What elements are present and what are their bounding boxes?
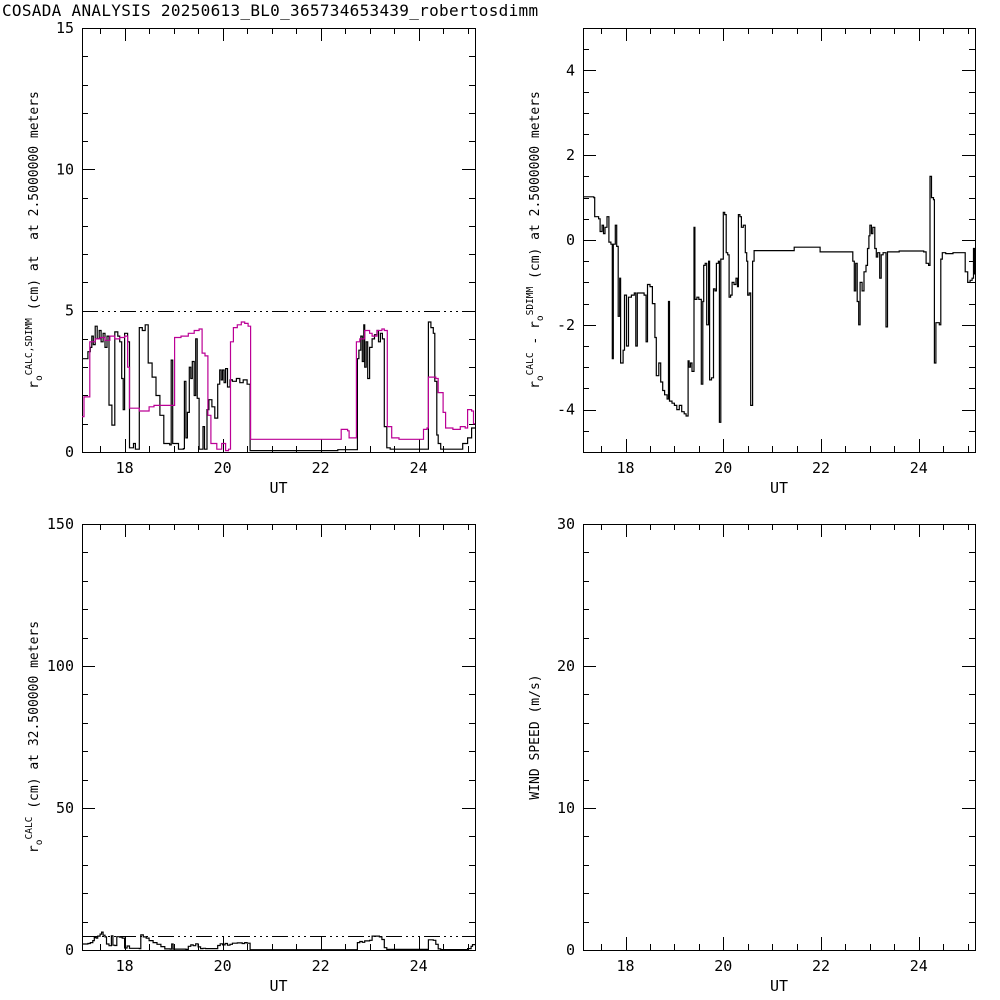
- svg-text:20: 20: [714, 957, 732, 975]
- svg-text:22: 22: [812, 459, 830, 477]
- chart-canvas-r0-32.5m: 18 20 22 24 0 50 100 150 UT roCALC (cm) at 32.500…: [24, 515, 476, 995]
- svg-text:18: 18: [116, 957, 134, 975]
- svg-text:-4: -4: [557, 401, 575, 419]
- svg-text:UT: UT: [770, 977, 788, 995]
- svg-text:roCALC (cm) at 32.500000 meter: roCALC (cm) at 32.500000 meters: [24, 621, 45, 853]
- svg-text:0: 0: [65, 941, 74, 959]
- svg-text:20: 20: [557, 657, 575, 675]
- svg-text:WIND SPEED (m/s): WIND SPEED (m/s): [528, 674, 543, 799]
- svg-text:20: 20: [714, 459, 732, 477]
- svg-text:18: 18: [616, 459, 634, 477]
- svg-text:150: 150: [47, 515, 74, 533]
- svg-text:50: 50: [56, 799, 74, 817]
- chart-r0-2.5m: 18 20 22 24 0 5 10 15 UT roCALC,SDIMM (cm) at at …: [0, 0, 500, 500]
- svg-text:18: 18: [616, 957, 634, 975]
- svg-text:0: 0: [566, 231, 575, 249]
- svg-text:22: 22: [312, 459, 330, 477]
- svg-text:4: 4: [566, 61, 575, 79]
- chart-wind-speed: 18 20 22 24 0 10 20 30 UT WIND SPEED (m/s): [500, 500, 1000, 1000]
- svg-text:10: 10: [557, 799, 575, 817]
- svg-text:20: 20: [214, 957, 232, 975]
- chart-r0-difference-2.5m: 18 20 22 24 -4 -2 0 2 4 UT roCALC - roSDIMM (cm) a…: [500, 0, 1000, 500]
- svg-text:18: 18: [116, 459, 134, 477]
- svg-text:15: 15: [56, 19, 74, 37]
- svg-text:24: 24: [910, 459, 928, 477]
- svg-text:10: 10: [56, 160, 74, 178]
- svg-text:UT: UT: [269, 479, 287, 497]
- chart-r0-32.5m: 18 20 22 24 0 50 100 150 UT roCALC (cm) at 32.500…: [0, 500, 500, 1000]
- page-title: COSADA ANALYSIS 20250613_BL0_36573465343…: [2, 1, 539, 20]
- svg-text:20: 20: [214, 459, 232, 477]
- svg-text:100: 100: [47, 657, 74, 675]
- svg-text:0: 0: [65, 443, 74, 461]
- svg-text:24: 24: [410, 957, 428, 975]
- svg-text:-2: -2: [557, 316, 575, 334]
- svg-text:2: 2: [566, 146, 575, 164]
- svg-text:roCALC - roSDIMM (cm) at 2.500: roCALC - roSDIMM (cm) at 2.5000000 meter…: [525, 91, 546, 389]
- svg-text:0: 0: [566, 941, 575, 959]
- svg-text:UT: UT: [770, 479, 788, 497]
- chart-canvas-r0-2.5m: 18 20 22 24 0 5 10 15 UT roCALC,SDIMM (cm) at at …: [24, 19, 476, 497]
- svg-text:24: 24: [410, 459, 428, 477]
- svg-text:UT: UT: [269, 977, 287, 995]
- svg-text:5: 5: [65, 302, 74, 320]
- chart-canvas-wind-speed: 18 20 22 24 0 10 20 30 UT WIND SPEED (m/s): [528, 515, 976, 995]
- svg-text:30: 30: [557, 515, 575, 533]
- svg-text:22: 22: [312, 957, 330, 975]
- svg-text:24: 24: [910, 957, 928, 975]
- svg-text:roCALC,SDIMM (cm) at at 2.500: roCALC,SDIMM (cm) at at 2.5000000 meters: [24, 91, 45, 389]
- svg-text:22: 22: [812, 957, 830, 975]
